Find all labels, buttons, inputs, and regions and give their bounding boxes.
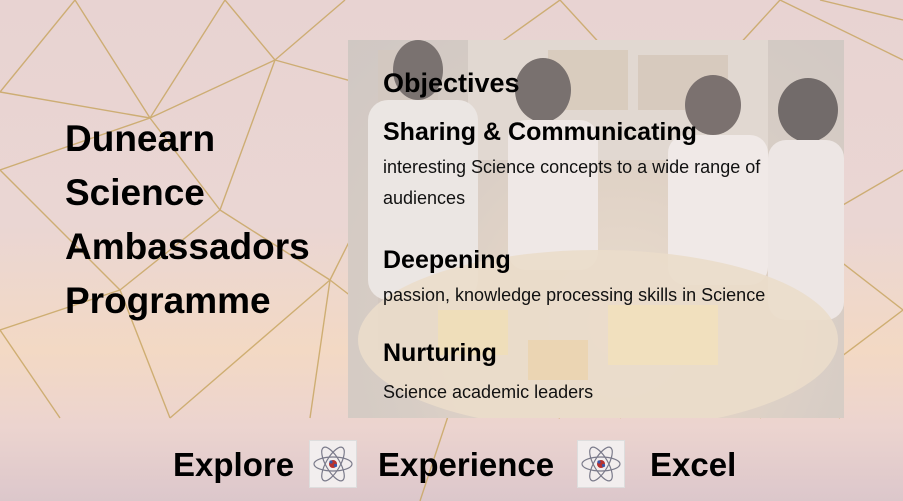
title-line-3: Ambassadors bbox=[65, 226, 310, 267]
objective-2-text: passion, knowledge processing skills in … bbox=[383, 285, 766, 305]
title-line-1: Dunearn bbox=[65, 118, 216, 159]
objective-3-heading: Nurturing bbox=[383, 339, 497, 367]
tagline-excel: Excel bbox=[650, 446, 737, 483]
tagline-experience: Experience bbox=[378, 446, 555, 483]
photo-overlay bbox=[348, 40, 844, 418]
atom-icon bbox=[309, 440, 357, 488]
footer-tagline: Explore Experience Excel bbox=[0, 418, 903, 501]
objective-3-text: Science academic leaders bbox=[383, 382, 594, 402]
objective-2-heading: Deepening bbox=[383, 246, 511, 274]
objective-1-text-line-1: interesting Science concepts to a wide r… bbox=[383, 157, 761, 177]
objective-1-text-line-2: audiences bbox=[383, 188, 466, 208]
objective-1-heading: Sharing & Communicating bbox=[383, 118, 697, 146]
atom-icon bbox=[577, 440, 625, 488]
title-line-2: Science bbox=[65, 172, 205, 213]
objectives-heading: Objectives bbox=[383, 68, 520, 98]
title-line-4: Programme bbox=[65, 280, 271, 321]
programme-title: Dunearn Science Ambassadors Programme bbox=[65, 112, 310, 328]
students-photo bbox=[348, 40, 844, 418]
tagline-explore: Explore bbox=[173, 446, 295, 483]
